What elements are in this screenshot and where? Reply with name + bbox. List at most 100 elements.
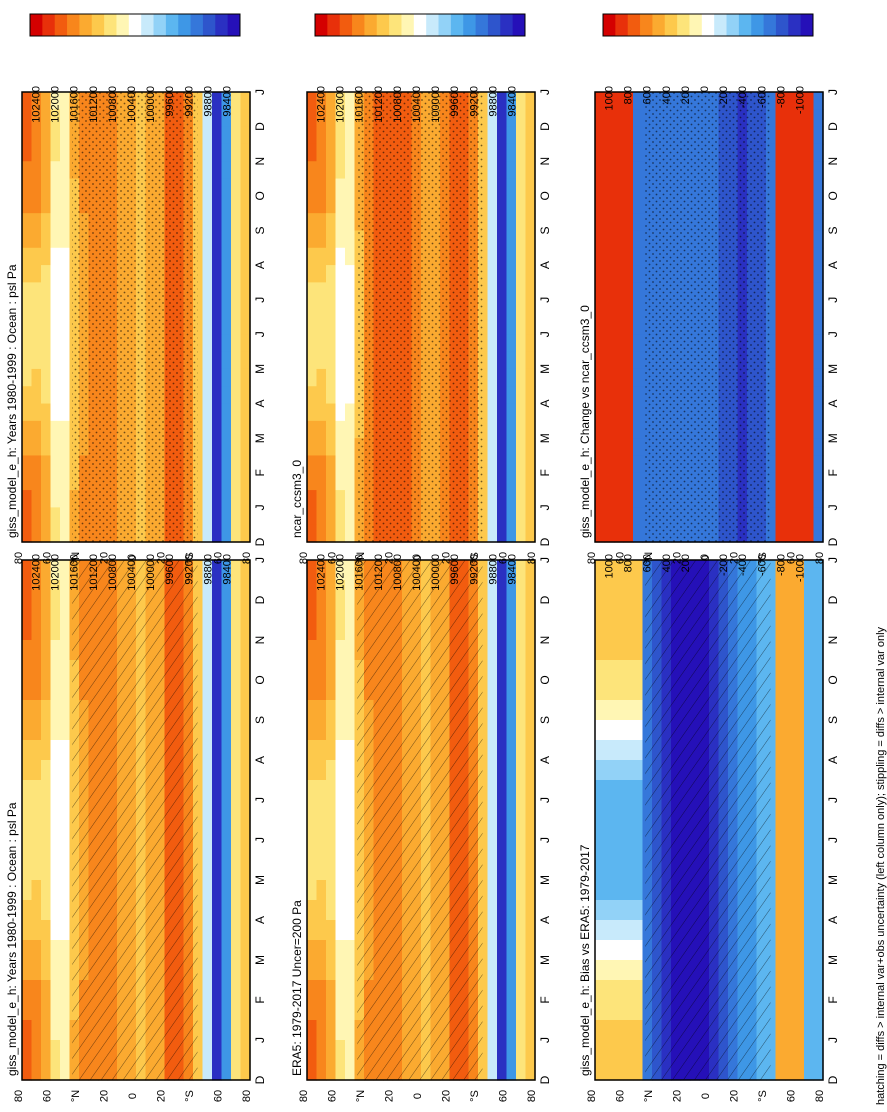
heatmap-cell <box>31 760 42 781</box>
heatmap-cell <box>240 368 251 387</box>
heatmap-cell <box>633 780 644 801</box>
colorbar-label: 600 <box>642 86 654 104</box>
heatmap-cell <box>31 403 42 422</box>
heatmap-cell <box>775 700 786 721</box>
heatmap-cell <box>326 143 337 162</box>
heatmap-cell <box>497 299 508 318</box>
heatmap-cell <box>31 247 42 266</box>
heatmap-cell <box>813 247 824 266</box>
heatmap-cell <box>307 560 318 581</box>
heatmap-cell <box>614 126 625 145</box>
heatmap-cell <box>41 455 52 474</box>
heatmap-cell <box>487 213 498 232</box>
heatmap-cell <box>31 580 42 601</box>
footnote: hatching = diffs > internal var+obs unce… <box>875 626 887 1105</box>
heatmap-cell <box>595 1060 606 1081</box>
heatmap-cell <box>775 317 786 335</box>
heatmap-cell <box>794 317 805 335</box>
lat-tick-label: °S <box>469 552 481 564</box>
heatmap-cell <box>345 178 356 197</box>
heatmap-cell <box>326 507 337 526</box>
heatmap-cell <box>41 1060 52 1081</box>
heatmap-cell <box>604 1040 615 1061</box>
heatmap-cell <box>595 740 606 761</box>
heatmap-cell <box>212 560 223 581</box>
colorbar-label: -200 <box>718 86 730 108</box>
heatmap-cell <box>623 800 634 821</box>
heatmap-cell <box>335 178 346 197</box>
heatmap-cell <box>623 940 634 961</box>
heatmap-cell <box>60 386 71 405</box>
heatmap-cell <box>193 524 204 543</box>
heatmap-cell <box>31 560 42 581</box>
heatmap-cell <box>193 507 204 526</box>
heatmap-cell <box>804 368 815 387</box>
heatmap-cell <box>604 420 615 439</box>
heatmap-cell <box>240 420 251 439</box>
heatmap-cell <box>497 109 508 128</box>
heatmap-cell <box>766 143 777 162</box>
heatmap-cell <box>766 507 777 526</box>
heatmap-cell <box>60 660 71 681</box>
heatmap-cell <box>785 351 796 370</box>
heatmap-cell <box>212 455 223 474</box>
heatmap-cell <box>335 317 346 335</box>
heatmap-cell <box>231 920 242 941</box>
month-tick-label: F <box>253 996 267 1003</box>
heatmap-cell <box>794 455 805 474</box>
heatmap-cell <box>212 161 223 180</box>
heatmap-cell <box>307 980 318 1001</box>
heatmap-cell <box>307 195 318 214</box>
heatmap-cell <box>487 1060 498 1081</box>
heatmap-cell <box>240 660 251 681</box>
heatmap-cell <box>775 195 786 214</box>
heatmap-cell <box>50 213 61 232</box>
heatmap-cell <box>804 195 815 214</box>
heatmap-cell <box>22 455 33 474</box>
lat-tick-label: 80 <box>814 552 826 564</box>
heatmap-cell <box>50 780 61 801</box>
heatmap-cell <box>604 438 615 457</box>
month-tick-label: A <box>826 261 840 269</box>
heatmap-cell <box>506 386 517 405</box>
heatmap-cell <box>41 403 52 422</box>
heatmap-cell <box>231 840 242 861</box>
heatmap-cell <box>623 700 634 721</box>
heatmap-cell <box>326 1000 337 1021</box>
heatmap-cell <box>813 161 824 180</box>
month-tick-label: M <box>538 364 552 374</box>
heatmap-cell <box>345 438 356 457</box>
heatmap-cell <box>497 351 508 370</box>
heatmap-cell <box>31 860 42 881</box>
heatmap-cell <box>41 195 52 214</box>
heatmap-cell <box>41 580 52 601</box>
heatmap-cell <box>41 420 52 439</box>
heatmap-cell <box>221 230 232 249</box>
heatmap-cell <box>794 580 805 601</box>
heatmap-cell <box>345 720 356 741</box>
colorbar-label: 102400 <box>31 86 43 123</box>
heatmap-cell <box>525 403 536 422</box>
heatmap-cell <box>506 800 517 821</box>
heatmap-cell <box>525 195 536 214</box>
colorbar-label: 99600 <box>449 554 461 585</box>
heatmap-cell <box>60 1020 71 1041</box>
heatmap-cell <box>525 960 536 981</box>
heatmap-cell <box>316 760 327 781</box>
colorbar-swatch <box>701 14 715 36</box>
heatmap-cell <box>345 247 356 266</box>
heatmap-cell <box>506 860 517 881</box>
month-tick-label: N <box>253 636 267 645</box>
heatmap-cell <box>775 368 786 387</box>
heatmap-cell <box>240 780 251 801</box>
heatmap-cell <box>193 403 204 422</box>
heatmap-cell <box>326 940 337 961</box>
heatmap-cell <box>623 820 634 841</box>
heatmap-cell <box>633 161 644 180</box>
heatmap-cell <box>345 600 356 621</box>
heatmap-cell <box>335 820 346 841</box>
heatmap-cell <box>335 600 346 621</box>
lat-tick-label: 60 <box>327 1090 339 1102</box>
heatmap-cell <box>813 600 824 621</box>
